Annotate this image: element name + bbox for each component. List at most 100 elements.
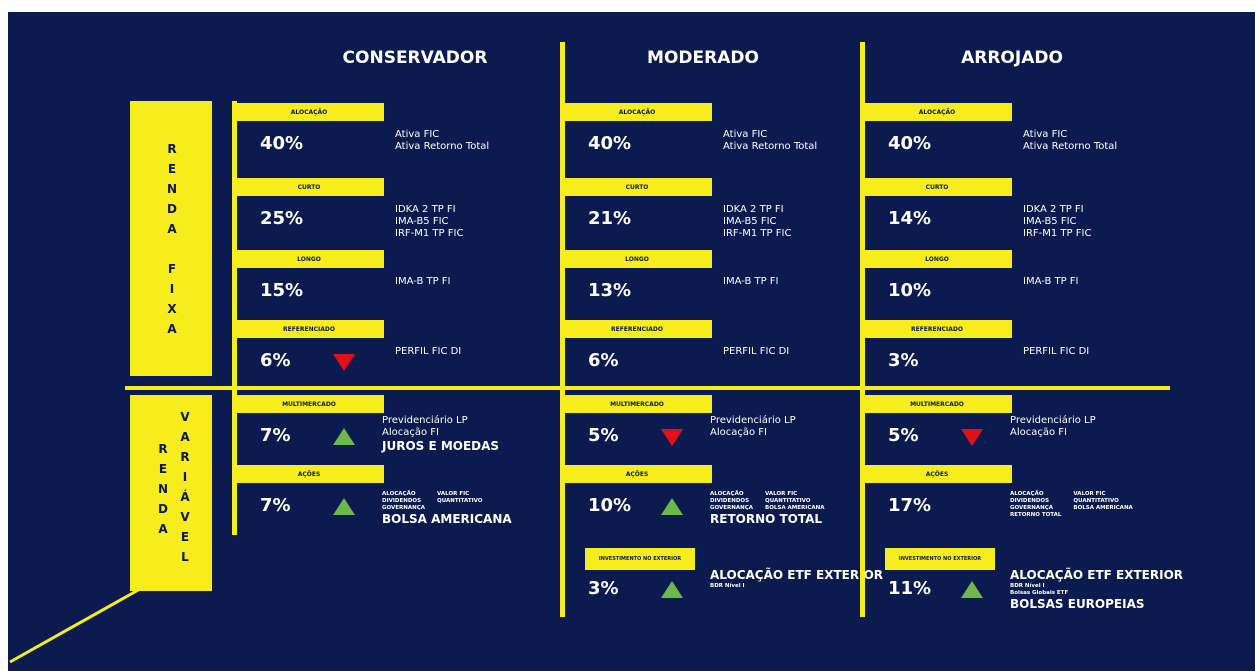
fund-name: ALOCAÇÃO <box>710 491 744 497</box>
fund-name: QUANTITATIVO <box>765 498 811 504</box>
section-label: MULTIMERCADO <box>234 395 384 413</box>
section-label: AÇÕES <box>562 465 712 483</box>
fund-name: Previdenciário LP <box>1010 415 1096 426</box>
section-label: LONGO <box>234 250 384 268</box>
fixed-label: RENDA FIXA <box>165 142 179 342</box>
fund-list: IDKA 2 TP FI IMA-B5 FIC IRF-M1 TP FIC <box>395 204 463 240</box>
infographic: RENDA FIXA RENDA VARIÁVEL CONSERVADOR ALO… <box>8 12 1255 671</box>
fund-list: ALOCAÇÃO ETF EXTERIOR BDR Nível I <box>710 568 883 590</box>
fund-column: ALOCAÇÃO DIVIDENDOS GOVERNANÇA <box>710 491 753 512</box>
fund-name: QUANTITATIVO <box>437 498 483 504</box>
fund-note: BDR Nível I <box>1010 583 1045 589</box>
fund-name: VALOR FIC <box>765 491 798 497</box>
section-label: CURTO <box>234 178 384 196</box>
allocation-value: 40% <box>588 133 632 154</box>
allocation-value: 10% <box>888 280 932 301</box>
fund-name: GOVERNANÇA <box>710 505 754 511</box>
fund-name: IRF-M1 TP FIC <box>1023 228 1092 239</box>
section-label: AÇÕES <box>234 465 384 483</box>
fund-name: GOVERNANÇA <box>382 505 426 511</box>
section-label: REFERENCIADO <box>562 320 712 338</box>
profile-title: ARROJADO <box>961 48 1063 68</box>
fund-list: IMA-B TP FI <box>1023 276 1079 288</box>
section-label: REFERENCIADO <box>234 320 384 338</box>
fund-highlight: ALOCAÇÃO ETF EXTERIOR <box>1010 568 1184 582</box>
fund-highlight: BOLSAS EUROPEIAS <box>1010 597 1145 611</box>
fund-name: IMA-B5 FIC <box>395 216 449 227</box>
fund-list: Previdenciário LP Alocação FI <box>1010 415 1096 439</box>
fund-name: VALOR FIC <box>1073 491 1106 497</box>
fund-note: Bolsas Globais ETF <box>1010 590 1069 596</box>
trend-down <box>961 429 983 446</box>
fund-list: ALOCAÇÃO DIVIDENDOS GOVERNANÇA VALOR FIC QUA… <box>382 485 512 527</box>
fund-highlight: ALOCAÇÃO ETF EXTERIOR <box>710 568 884 582</box>
section-label: LONGO <box>562 250 712 268</box>
allocation-value: 40% <box>260 133 304 154</box>
fund-name: BOLSA AMERICANA <box>1073 505 1133 511</box>
column-line <box>232 101 237 535</box>
fund-name: PERFIL FIC DI <box>395 346 462 357</box>
fund-name: DIVIDENDOS <box>1010 498 1050 504</box>
allocation-value: 3% <box>588 578 619 599</box>
allocation-value: 7% <box>260 495 291 516</box>
allocation-value: 7% <box>260 425 291 446</box>
section-label: CURTO <box>562 178 712 196</box>
fund-name: Alocação FI <box>382 427 439 438</box>
variable-label: VARIÁVEL <box>178 410 192 570</box>
fund-column: VALOR FIC QUANTITATIVO BOLSA AMERICANA <box>1073 491 1132 519</box>
fund-name: Ativa FIC <box>1023 129 1068 140</box>
allocation-value: 25% <box>260 208 304 229</box>
allocation-value: 13% <box>588 280 632 301</box>
fund-name: PERFIL FIC DI <box>1023 346 1090 357</box>
fund-column: ALOCAÇÃO DIVIDENDOS GOVERNANÇA RETORNO TOTA… <box>1010 491 1061 519</box>
section-label: LONGO <box>862 250 1012 268</box>
fund-name: Alocação FI <box>710 427 767 438</box>
fund-list: IDKA 2 TP FI IMA-B5 FIC IRF-M1 TP FIC <box>1023 204 1091 240</box>
section-label: CURTO <box>862 178 1012 196</box>
decor <box>9 578 157 664</box>
fund-columns: ALOCAÇÃO DIVIDENDOS GOVERNANÇA VALOR FIC QUA… <box>382 491 512 512</box>
allocation-value: 6% <box>260 350 291 371</box>
trend-up <box>333 428 355 445</box>
allocation-value: 15% <box>260 280 304 301</box>
fund-columns: ALOCAÇÃO DIVIDENDOS GOVERNANÇA VALOR FIC QUA… <box>710 491 824 512</box>
fund-name: Ativa Retorno Total <box>723 141 818 152</box>
variable-label: RENDA <box>156 442 170 542</box>
fund-name: DIVIDENDOS <box>382 498 422 504</box>
fund-highlight: JUROS E MOEDAS <box>382 439 500 453</box>
fund-name: Ativa FIC <box>723 129 768 140</box>
fund-name: IDKA 2 TP FI <box>1023 204 1084 215</box>
section-label: REFERENCIADO <box>862 320 1012 338</box>
allocation-value: 3% <box>888 350 919 371</box>
variable-box <box>130 395 212 591</box>
fund-name: PERFIL FIC DI <box>723 346 790 357</box>
trend-down <box>661 429 683 446</box>
allocation-value: 10% <box>588 495 632 516</box>
fund-list: IMA-B TP FI <box>723 276 779 288</box>
allocation-value: 5% <box>888 425 919 446</box>
allocation-value: 11% <box>888 578 932 599</box>
trend-down <box>333 354 355 371</box>
diagonal-line <box>9 578 157 664</box>
fund-name: ALOCAÇÃO <box>382 491 416 497</box>
fund-name: ALOCAÇÃO <box>1010 491 1044 497</box>
fund-name: Ativa Retorno Total <box>1023 141 1118 152</box>
fund-name: Ativa FIC <box>395 129 440 140</box>
section-label: INVESTIMENTO NO EXTERIOR <box>885 548 995 570</box>
fixed-box <box>130 101 212 376</box>
fund-name: RETORNO TOTAL <box>1010 512 1062 518</box>
allocation-value: 40% <box>888 133 932 154</box>
fund-column: ALOCAÇÃO DIVIDENDOS GOVERNANÇA <box>382 491 425 512</box>
allocation-value: 14% <box>888 208 932 229</box>
trend-up <box>333 498 355 515</box>
allocation-value: 6% <box>588 350 619 371</box>
fund-list: PERFIL FIC DI <box>395 346 461 358</box>
fund-list: ALOCAÇÃO DIVIDENDOS GOVERNANÇA VALOR FIC QUA… <box>710 485 824 527</box>
profile-title: MODERADO <box>647 48 759 68</box>
section-label: ALOCAÇÃO <box>234 103 384 121</box>
fund-column: VALOR FIC QUANTITATIVO BOLSA AMERICANA <box>765 491 824 512</box>
fund-highlight: BOLSA AMERICANA <box>382 512 512 526</box>
fund-name: IRF-M1 TP FIC <box>723 228 792 239</box>
fund-name: IDKA 2 TP FI <box>723 204 784 215</box>
trend-up <box>961 581 983 598</box>
